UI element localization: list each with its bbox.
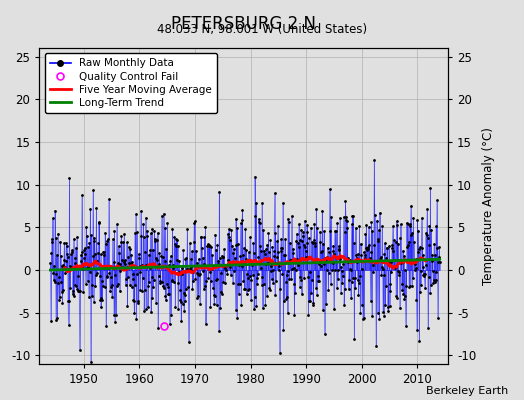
Text: Berkeley Earth: Berkeley Earth [426, 386, 508, 396]
Y-axis label: Temperature Anomaly (°C): Temperature Anomaly (°C) [482, 127, 495, 285]
Legend: Raw Monthly Data, Quality Control Fail, Five Year Moving Average, Long-Term Tren: Raw Monthly Data, Quality Control Fail, … [45, 53, 217, 113]
Text: 48.033 N, 98.001 W (United States): 48.033 N, 98.001 W (United States) [157, 24, 367, 36]
Title: PETERSBURG 2 N: PETERSBURG 2 N [171, 14, 316, 32]
